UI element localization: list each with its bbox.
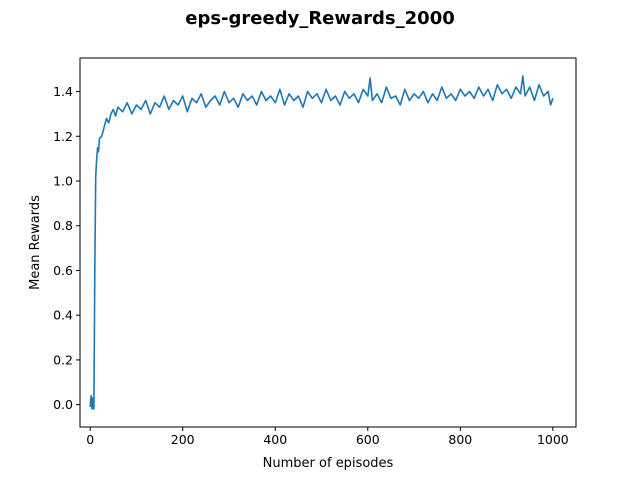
y-tick-label: 1.2: [53, 129, 73, 144]
x-tick-label: 0: [86, 432, 94, 447]
plot-frame: [79, 57, 577, 428]
axis-ticks: 0 200 400 600 800 1000 0.0 0.2 0.4 0.6 0.8 1.0 1.2 1.…: [53, 84, 569, 447]
x-tick-label: 1000: [537, 432, 569, 447]
y-axis-label: Mean Rewards: [28, 195, 43, 290]
x-tick-label: 200: [171, 432, 195, 447]
y-tick-label: 0.2: [53, 352, 73, 367]
y-tick-label: 1.0: [53, 174, 73, 189]
series-layer: [89, 75, 554, 410]
x-tick-label: 600: [356, 432, 380, 447]
chart-title: eps-greedy_Rewards_2000: [185, 8, 455, 29]
x-axis-label: Number of episodes: [263, 456, 394, 471]
mean-rewards-line: [89, 75, 554, 410]
y-tick-label: 0.4: [53, 308, 73, 323]
y-tick-label: 1.4: [53, 84, 73, 99]
x-tick-label: 400: [263, 432, 287, 447]
y-tick-label: 0.8: [53, 218, 73, 233]
y-tick-label: 0.6: [53, 263, 73, 278]
x-tick-label: 800: [448, 432, 472, 447]
y-tick-label: 0.0: [53, 397, 73, 412]
